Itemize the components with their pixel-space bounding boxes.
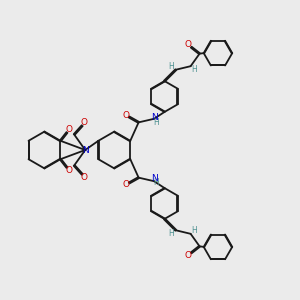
Text: N: N: [151, 174, 158, 183]
Text: N: N: [151, 113, 158, 122]
Text: N: N: [82, 146, 88, 154]
Text: O: O: [66, 125, 73, 134]
Text: H: H: [168, 62, 174, 71]
Text: H: H: [168, 229, 174, 238]
Text: O: O: [123, 111, 130, 120]
Text: O: O: [80, 118, 88, 127]
Text: H: H: [154, 178, 159, 187]
Text: H: H: [154, 118, 159, 127]
Text: O: O: [184, 40, 191, 49]
Text: H: H: [191, 65, 197, 74]
Text: O: O: [80, 173, 88, 182]
Text: O: O: [184, 251, 191, 260]
Text: O: O: [66, 166, 73, 175]
Text: H: H: [191, 226, 197, 235]
Text: O: O: [123, 180, 130, 189]
